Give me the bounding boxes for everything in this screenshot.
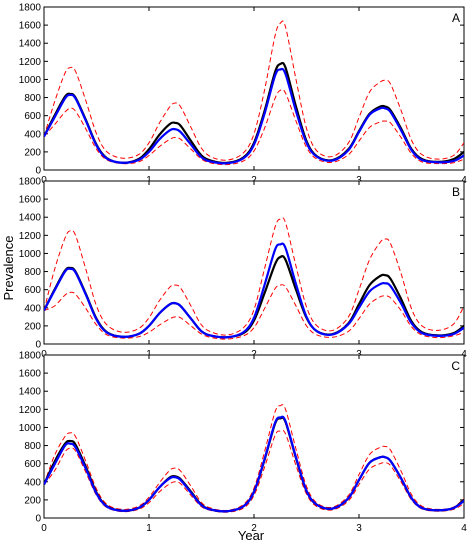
- y-tick-label: 1800: [19, 351, 42, 362]
- y-tick-label: 0: [35, 514, 41, 525]
- panels-layer: 02004006008001000120014001600180001234A0…: [19, 3, 467, 535]
- y-tick-label: 600: [24, 285, 41, 296]
- panel-a: 02004006008001000120014001600180001234A: [19, 3, 467, 187]
- y-tick-label: 1000: [19, 249, 42, 260]
- panel-b: 02004006008001000120014001600180001234B: [19, 177, 467, 361]
- y-tick-label: 0: [35, 166, 41, 177]
- y-tick-label: 0: [35, 340, 41, 351]
- y-tick-label: 800: [24, 267, 41, 278]
- x-axis-title: Year: [238, 528, 265, 543]
- series-line-red_dashed-dashed: [44, 88, 464, 166]
- y-tick-label: 1200: [19, 405, 42, 416]
- y-tick-label: 1200: [19, 231, 42, 242]
- series-line-blue: [44, 242, 464, 339]
- y-axis-title: Prevalence: [1, 235, 16, 300]
- y-tick-label: 800: [24, 441, 41, 452]
- panel-c: 0 200 400 600 800 1000 1200 1400 1600 1800 0 1 2 3 4 C: [19, 351, 467, 535]
- y-tick-label: 400: [24, 129, 41, 140]
- panel-label: A: [452, 11, 460, 25]
- panel-label: B: [452, 185, 460, 199]
- series-line-blue: [44, 67, 464, 165]
- y-tick-label: 1800: [19, 3, 42, 14]
- x-tick-label: 2: [251, 523, 257, 534]
- y-tick-label: 1400: [19, 387, 42, 398]
- y-tick-label: 1200: [19, 57, 42, 68]
- series-line-blue: [44, 415, 464, 513]
- y-tick-label: 1600: [19, 21, 42, 32]
- x-tick-label: 3: [356, 523, 362, 534]
- y-tick-label: 200: [24, 495, 41, 506]
- series-group: [44, 404, 464, 513]
- series-line-red_dashed-dashed: [44, 217, 464, 336]
- y-tick-label: 400: [24, 477, 41, 488]
- y-tick-label: 400: [24, 303, 41, 314]
- series-line-red_dashed-dashed: [44, 20, 464, 161]
- y-tick-label: 200: [24, 321, 41, 332]
- x-tick-label: 0: [41, 523, 47, 534]
- y-tick-label: 1600: [19, 195, 42, 206]
- series-group: [44, 217, 464, 340]
- series-group: [44, 20, 464, 166]
- series-line-red_dashed-dashed: [44, 404, 464, 511]
- y-tick-label: 600: [24, 459, 41, 470]
- panel-label: C: [451, 359, 460, 373]
- y-tick-label: 1000: [19, 423, 42, 434]
- y-tick-label: 1600: [19, 369, 42, 380]
- x-tick-label: 1: [146, 523, 152, 534]
- y-tick-label: 200: [24, 147, 41, 158]
- y-tick-label: 1400: [19, 39, 42, 50]
- y-tick-label: 800: [24, 93, 41, 104]
- y-tick-label: 600: [24, 111, 41, 122]
- y-tick-label: 1800: [19, 177, 42, 188]
- y-tick-label: 1400: [19, 213, 42, 224]
- y-tick-label: 1000: [19, 75, 42, 86]
- x-tick-label: 4: [461, 523, 467, 534]
